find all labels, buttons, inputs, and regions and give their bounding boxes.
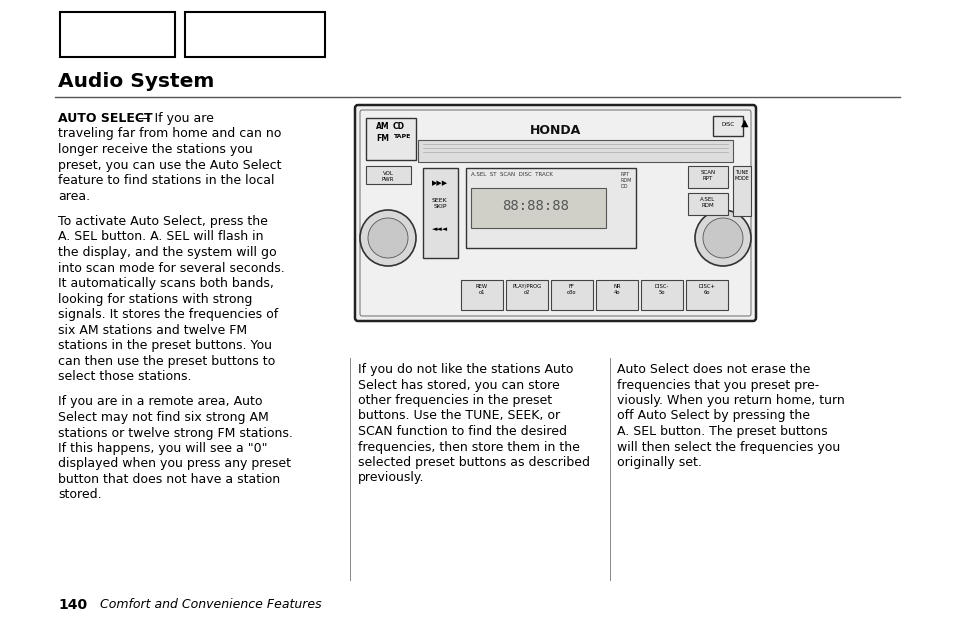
Text: VOL: VOL: [382, 171, 393, 176]
Circle shape: [359, 210, 416, 266]
Text: Select may not find six strong AM: Select may not find six strong AM: [58, 411, 269, 424]
Bar: [460, 280, 502, 310]
Text: SCAN
RPT: SCAN RPT: [700, 170, 715, 181]
Text: signals. It stores the frequencies of: signals. It stores the frequencies of: [58, 308, 278, 321]
Circle shape: [368, 218, 408, 258]
Text: preset, you can use the Auto Select: preset, you can use the Auto Select: [58, 159, 281, 171]
Text: 88:88:88: 88:88:88: [502, 199, 569, 213]
Text: SEEK
SKIP: SEEK SKIP: [432, 198, 447, 209]
Text: displayed when you press any preset: displayed when you press any preset: [58, 457, 291, 471]
Text: — If you are: — If you are: [133, 112, 213, 125]
Text: button that does not have a station: button that does not have a station: [58, 473, 280, 486]
Text: frequencies, then store them in the: frequencies, then store them in the: [357, 440, 579, 454]
Text: other frequencies in the preset: other frequencies in the preset: [357, 394, 552, 407]
Bar: [465, 168, 636, 248]
Text: off Auto Select by pressing the: off Auto Select by pressing the: [617, 410, 809, 423]
Text: looking for stations with strong: looking for stations with strong: [58, 292, 253, 306]
Circle shape: [695, 210, 750, 266]
Text: Audio System: Audio System: [58, 72, 214, 91]
Text: feature to find stations in the local: feature to find stations in the local: [58, 174, 274, 187]
Text: ▲: ▲: [740, 118, 748, 128]
Text: select those stations.: select those stations.: [58, 370, 192, 383]
Text: longer receive the stations you: longer receive the stations you: [58, 143, 253, 156]
Bar: [422, 168, 457, 258]
Text: A. SEL button. A. SEL will flash in: A. SEL button. A. SEL will flash in: [58, 231, 263, 244]
Text: NR
4o: NR 4o: [613, 284, 620, 295]
Text: will then select the frequencies you: will then select the frequencies you: [617, 440, 840, 454]
Text: selected preset buttons as described: selected preset buttons as described: [357, 456, 589, 469]
Text: DISC+
6o: DISC+ 6o: [698, 284, 715, 295]
Text: the display, and the system will go: the display, and the system will go: [58, 246, 276, 259]
Bar: [417, 140, 732, 162]
Text: viously. When you return home, turn: viously. When you return home, turn: [617, 394, 843, 407]
Text: stations in the preset buttons. You: stations in the preset buttons. You: [58, 339, 272, 352]
Circle shape: [702, 218, 742, 258]
Bar: [596, 280, 638, 310]
Text: can then use the preset buttons to: can then use the preset buttons to: [58, 355, 275, 367]
Text: ▶▶▶: ▶▶▶: [432, 180, 448, 186]
Bar: [505, 280, 547, 310]
Text: PLAY/PROG
o2: PLAY/PROG o2: [512, 284, 541, 295]
Text: 140: 140: [58, 598, 87, 612]
Text: HONDA: HONDA: [529, 124, 580, 137]
Bar: [685, 280, 727, 310]
Text: six AM stations and twelve FM: six AM stations and twelve FM: [58, 323, 247, 336]
Text: A. SEL button. The preset buttons: A. SEL button. The preset buttons: [617, 425, 827, 438]
Bar: [60, 12, 174, 57]
Text: If you do not like the stations Auto: If you do not like the stations Auto: [357, 363, 573, 376]
Bar: [551, 280, 593, 310]
Text: previously.: previously.: [357, 471, 424, 484]
Text: traveling far from home and can no: traveling far from home and can no: [58, 127, 281, 140]
Text: It automatically scans both bands,: It automatically scans both bands,: [58, 277, 274, 290]
Text: REW
o1: REW o1: [476, 284, 488, 295]
Text: originally set.: originally set.: [617, 456, 701, 469]
Bar: [732, 166, 750, 216]
Bar: [687, 166, 727, 188]
Text: frequencies that you preset pre-: frequencies that you preset pre-: [617, 379, 819, 391]
Text: FM: FM: [375, 134, 389, 143]
Text: Select has stored, you can store: Select has stored, you can store: [357, 379, 559, 391]
Text: SCAN function to find the desired: SCAN function to find the desired: [357, 425, 566, 438]
Text: PWR: PWR: [381, 177, 394, 182]
Bar: [640, 280, 682, 310]
Text: DISC: DISC: [720, 122, 734, 127]
Bar: [366, 166, 411, 184]
Text: AUTO SELECT: AUTO SELECT: [58, 112, 152, 125]
Text: AM: AM: [375, 122, 389, 131]
Text: TAPE: TAPE: [393, 134, 410, 139]
Bar: [366, 118, 416, 160]
Text: DISC-
5o: DISC- 5o: [654, 284, 668, 295]
Text: ◄◄◄: ◄◄◄: [432, 226, 448, 232]
Text: TUNE
MODE: TUNE MODE: [734, 170, 749, 181]
Bar: [712, 116, 742, 136]
Text: A.SEL  ST  SCAN  DISC  TRACK: A.SEL ST SCAN DISC TRACK: [471, 172, 553, 177]
Text: stored.: stored.: [58, 488, 102, 501]
Text: stations or twelve strong FM stations.: stations or twelve strong FM stations.: [58, 427, 293, 440]
Text: into scan mode for several seconds.: into scan mode for several seconds.: [58, 261, 284, 275]
Text: If this happens, you will see a "0": If this happens, you will see a "0": [58, 442, 267, 455]
Text: CD: CD: [393, 122, 405, 131]
Text: If you are in a remote area, Auto: If you are in a remote area, Auto: [58, 396, 262, 408]
Text: Auto Select does not erase the: Auto Select does not erase the: [617, 363, 809, 376]
Bar: [687, 193, 727, 215]
Text: Comfort and Convenience Features: Comfort and Convenience Features: [100, 598, 321, 611]
Bar: [185, 12, 325, 57]
Text: area.: area.: [58, 190, 90, 202]
FancyBboxPatch shape: [355, 105, 755, 321]
Text: To activate Auto Select, press the: To activate Auto Select, press the: [58, 215, 268, 228]
Text: buttons. Use the TUNE, SEEK, or: buttons. Use the TUNE, SEEK, or: [357, 410, 559, 423]
Bar: [471, 188, 605, 228]
Text: RPT
RDM
DD: RPT RDM DD: [620, 172, 632, 188]
Text: FF
o3o: FF o3o: [567, 284, 577, 295]
Text: A.SEL
RDM: A.SEL RDM: [700, 197, 715, 208]
